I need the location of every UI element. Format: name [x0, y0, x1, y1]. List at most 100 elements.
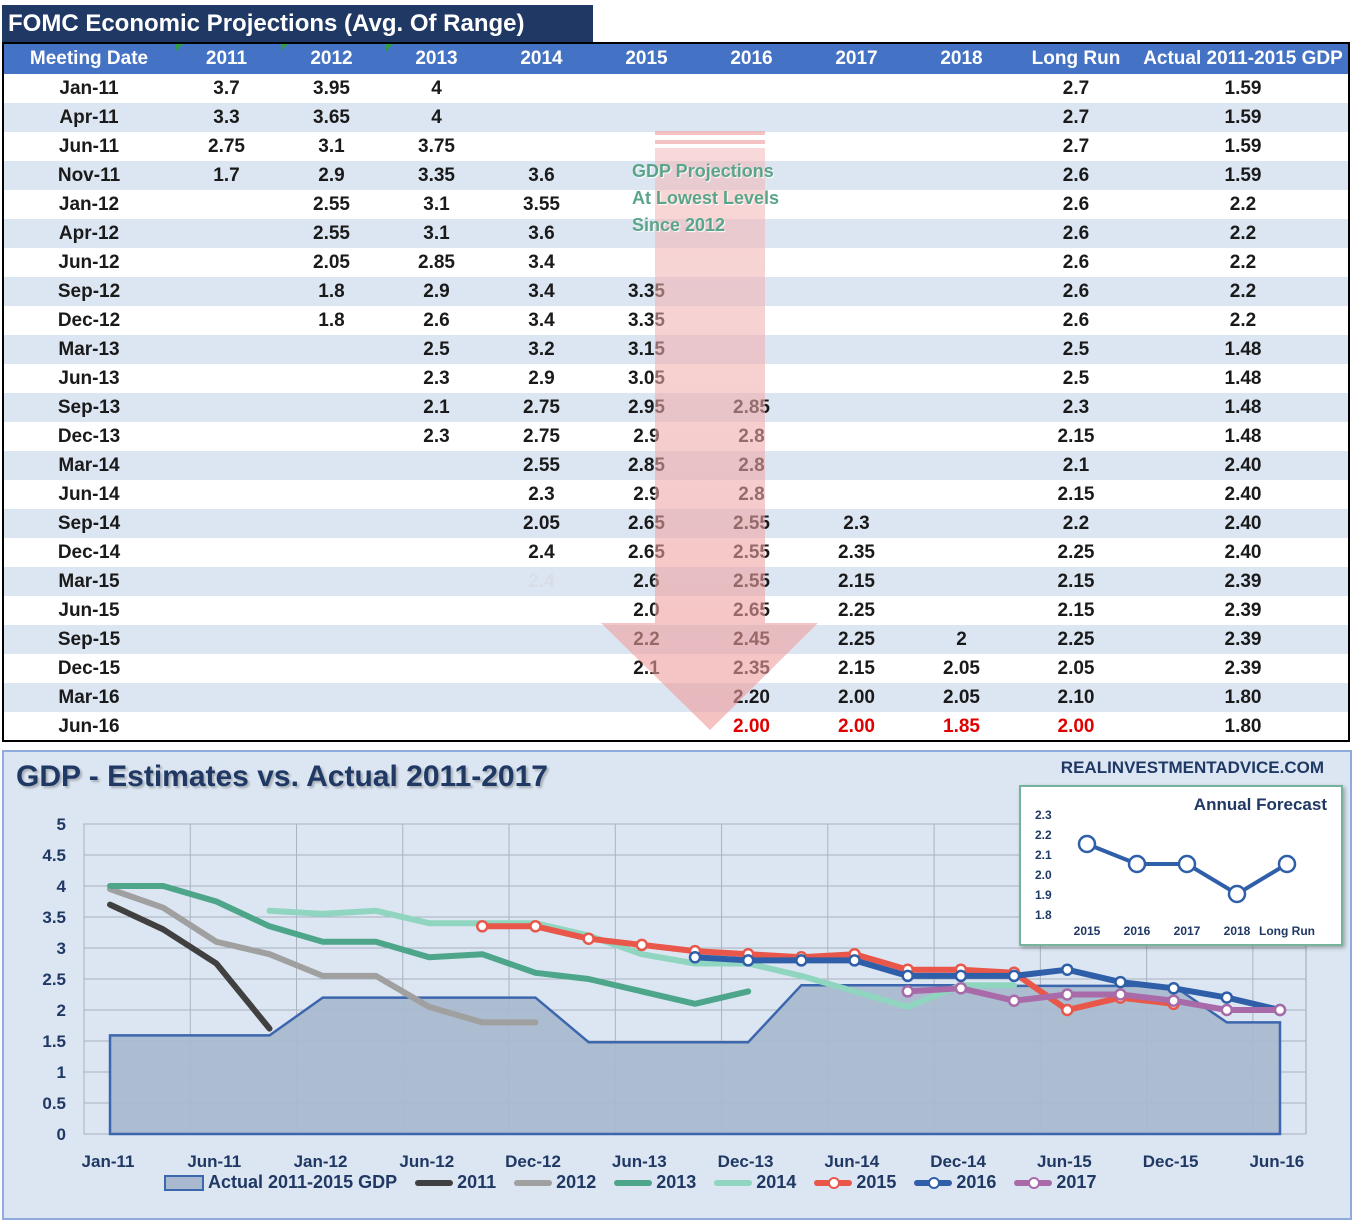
legend-item: 2011 [415, 1172, 496, 1193]
meeting-date-cell: Jan-12 [58, 193, 120, 215]
column-header: 2014 [489, 44, 594, 74]
table-cell: 2.85 [594, 451, 699, 480]
table-cell: 2.3 [804, 509, 909, 538]
comment-marker-icon [281, 44, 288, 51]
table-cell [174, 509, 279, 538]
table-cell: 4 [431, 77, 442, 99]
meeting-date-cell: Jun-14 [58, 483, 120, 505]
table-cell [489, 654, 594, 683]
table-cell [594, 712, 699, 740]
table-cell [909, 596, 1014, 625]
meeting-date-cell: Dec-14 [57, 541, 121, 563]
table-cell: 2.55 [699, 509, 804, 538]
y-tick-label: 2.5 [42, 970, 66, 989]
legend-item: Actual 2011-2015 GDP [164, 1172, 397, 1193]
series-line-2015 [479, 923, 1177, 1013]
table-cell [804, 422, 909, 451]
table-cell [489, 74, 594, 103]
x-tick-label: Jun-13 [612, 1152, 667, 1171]
table-cell: 2.55 [699, 567, 804, 596]
table-row: Mar-15 2.4 2.6 2.55 2.15 2.15 2.39 [4, 567, 1348, 596]
meeting-date-cell: Jan-11 [59, 77, 119, 99]
table-cell: 4 [384, 103, 489, 132]
table-cell [804, 161, 909, 190]
table-cell [279, 393, 384, 422]
table-cell [699, 335, 804, 364]
legend-label: 2015 [856, 1172, 897, 1192]
meeting-date-cell: Sep-12 [4, 277, 174, 306]
meeting-date-cell: Mar-13 [4, 335, 174, 364]
table-cell: 2.85 [418, 251, 455, 273]
table-cell: 2.9 [633, 483, 660, 505]
table-cell: 2.95 [594, 393, 699, 422]
x-tick-label: Jun-16 [1249, 1152, 1304, 1171]
table-cell: 2.9 [528, 367, 555, 389]
table-cell: 3.15 [594, 335, 699, 364]
inset-x-tick-label: 2015 [1074, 924, 1101, 938]
table-cell: 3.35 [594, 277, 699, 306]
inset-y-tick-label: 2.3 [1035, 808, 1052, 822]
table-cell [279, 509, 384, 538]
table-cell [909, 132, 1014, 161]
table-cell [909, 567, 1014, 596]
table-cell [909, 103, 1014, 132]
table-cell [804, 480, 909, 509]
table-cell: 2.85 [699, 393, 804, 422]
table-cell [279, 567, 384, 596]
table-cell: 3.4 [489, 277, 594, 306]
y-tick-label: 0 [57, 1125, 66, 1144]
table-cell: 2.5 [1062, 367, 1090, 389]
table-row: Jun-11 2.75 3.1 3.75 2.7 1.59 [4, 132, 1348, 161]
inset-forecast-marker [1227, 884, 1247, 904]
meeting-date-cell: Jun-12 [58, 251, 120, 273]
table-cell: 2.2 [1014, 509, 1138, 538]
column-header: 2012 [279, 44, 384, 74]
table-cell [384, 451, 489, 480]
table-cell: 3.4 [528, 251, 555, 273]
legend-swatch [614, 1179, 653, 1186]
table-cell: 2.3 [1014, 393, 1138, 422]
meeting-date-cell: Sep-14 [4, 509, 174, 538]
table-cell [279, 451, 384, 480]
series-marker-2016 [795, 954, 808, 967]
table-cell [174, 306, 279, 335]
chart-title: GDP - Estimates vs. Actual 2011-2017 [16, 760, 548, 793]
table-cell: 2.75 [489, 393, 594, 422]
table-cell [804, 306, 909, 335]
series-marker-2017 [1007, 994, 1021, 1007]
meeting-date-cell: Nov-11 [4, 161, 174, 190]
series-marker-2016 [1220, 991, 1234, 1004]
table-cell [174, 219, 279, 248]
table-cell: 2.55 [489, 451, 594, 480]
table-cell: 3.3 [174, 103, 279, 132]
series-marker-2015 [1061, 1003, 1074, 1017]
legend-item: 2017 [1014, 1172, 1096, 1193]
table-cell: 2.3 [528, 483, 555, 505]
table-cell [174, 248, 279, 277]
meeting-date-cell: Apr-12 [4, 219, 174, 248]
table-cell: 2.40 [1138, 451, 1348, 480]
table-cell: 3.65 [279, 103, 384, 132]
y-tick-label: 0.5 [42, 1094, 66, 1113]
table-cell [279, 712, 384, 740]
table-cell [909, 248, 1014, 277]
table-cell: 3.1 [318, 135, 345, 157]
series-marker-2017 [901, 985, 914, 998]
table-cell: 2.25 [1057, 541, 1095, 563]
series-marker-2016 [848, 954, 861, 967]
column-header: Actual 2011-2015 GDP [1138, 44, 1348, 74]
table-cell [174, 335, 279, 364]
legend-marker [928, 1176, 941, 1189]
table-cell: 2.2 [1138, 277, 1348, 306]
y-tick-label: 1.5 [42, 1032, 66, 1051]
legend-marker [828, 1176, 841, 1189]
table-cell [174, 683, 279, 712]
meeting-date-cell: Jun-13 [58, 367, 120, 389]
table-row: Dec-13 2.3 2.75 2.9 2.8 2.15 1.48 [4, 422, 1348, 451]
series-marker-2016 [954, 969, 968, 983]
table-row: Jun-15 2.0 2.65 2.25 2.15 2.39 [4, 596, 1348, 625]
table-cell [489, 132, 594, 161]
legend-label: 2012 [556, 1172, 597, 1192]
table-cell: 1.85 [943, 715, 980, 737]
table-cell: 2.15 [1057, 425, 1095, 447]
